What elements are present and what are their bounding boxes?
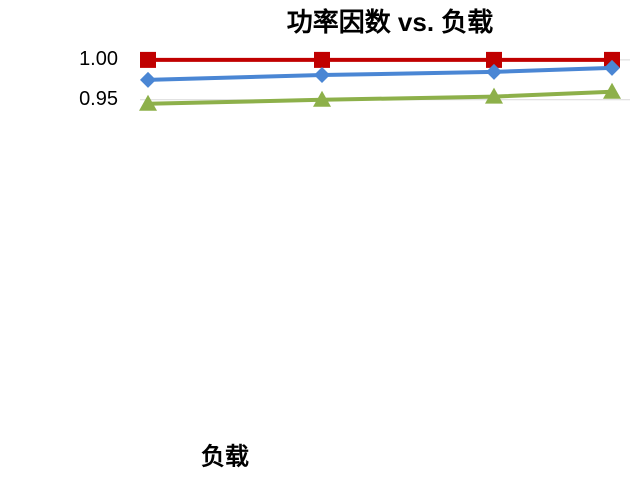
- x-axis-label: 负载: [201, 443, 249, 470]
- marker: [313, 90, 331, 107]
- marker: [139, 94, 157, 111]
- y-tick-label: 1.00: [79, 48, 118, 70]
- marker: [486, 51, 502, 68]
- marker: [485, 87, 503, 104]
- marker: [486, 63, 502, 80]
- marker: [140, 51, 156, 68]
- series-line: [147, 65, 613, 82]
- marker: [314, 67, 330, 84]
- series-line: [147, 89, 613, 106]
- marker: [604, 59, 620, 76]
- marker: [603, 82, 621, 99]
- marker: [140, 71, 156, 88]
- y-tick-label: 0.95: [79, 88, 118, 110]
- chart-title: 功率因数 vs. 负载: [287, 7, 494, 37]
- marker: [314, 51, 330, 68]
